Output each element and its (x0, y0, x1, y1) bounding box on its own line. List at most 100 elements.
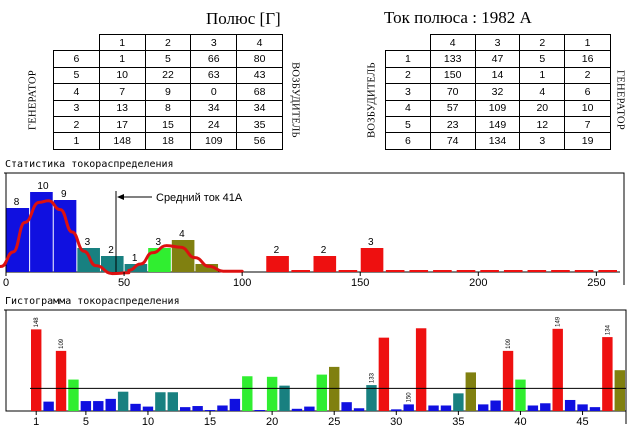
stats-distribution-curve (127, 244, 244, 273)
stats-bin-bar (360, 248, 384, 272)
stats-annotation-group: Средний ток 41А (115, 191, 243, 272)
left-panel-title: Полюс [Г] (206, 9, 281, 28)
left-table-cell: 109 (190, 132, 238, 150)
right-table-cell: 149 (474, 115, 521, 134)
hist-pole-bar (378, 337, 390, 411)
hist-pole-bar (155, 392, 166, 411)
hist-pole-bar (204, 410, 216, 411)
hist-value-label: 109 (506, 338, 512, 349)
stats-bin-bar (53, 200, 77, 272)
hist-x-tick-label: 35 (452, 416, 464, 426)
stats-x-tick-label: 200 (469, 277, 487, 289)
right-panel-table: 4 3 2 1 1 133 47 5 16 2 150 14 1 2 3 70 32 4 6 4 57 109 20 10 5 2… (385, 33, 611, 150)
hist-pole-bar (391, 409, 402, 411)
hist-pole-bar (316, 374, 327, 411)
mean-current-arrowhead (117, 194, 124, 200)
stats-labels-group: 8 10 9 3 2 1 3 4 2 2 3 (14, 181, 374, 264)
hist-frame (4, 309, 627, 424)
hist-pole-bar (55, 350, 67, 411)
stats-empty-bin-stub (409, 270, 429, 272)
stats-x-tick-label: 50 (118, 277, 130, 289)
hist-pole-bar (614, 370, 625, 411)
left-table-row: 4 7 9 0 68 (53, 83, 283, 101)
hist-x-tick-label: 15 (204, 416, 216, 426)
hist-pole-bar (428, 405, 439, 411)
stats-bin-label: 2 (321, 245, 327, 256)
stats-distribution-curve (0, 199, 131, 276)
stats-empty-bin-stub (456, 270, 476, 272)
stats-empty-bin-stub (551, 270, 570, 272)
stats-ticks-group: 0 50 100 150 200 250 (3, 272, 606, 289)
stats-curves-group (0, 199, 244, 276)
stats-empty-bin-stub (480, 270, 499, 272)
hist-pole-bar (304, 406, 315, 411)
right-table-cell: 134 (474, 132, 521, 150)
right-table-cell: 109 (474, 99, 521, 117)
hist-pole-bar (217, 405, 228, 411)
hist-pole-bar (329, 366, 340, 411)
hist-pole-bar (130, 403, 141, 411)
hist-pole-bar (266, 376, 278, 411)
stats-bin-label: 8 (14, 197, 20, 208)
stats-empty-bin-stub (433, 270, 452, 272)
hist-pole-bar (353, 408, 365, 411)
stats-bars-group (6, 192, 617, 272)
stats-x-tick-label: 150 (351, 277, 369, 289)
stats-bin-bar (313, 256, 337, 272)
hist-x-tick-label: 45 (576, 416, 588, 426)
stats-empty-bin-stub (291, 270, 310, 272)
right-table-cell: 2 (564, 66, 611, 85)
hist-pole-bar (602, 337, 613, 411)
hist-x-tick-label: 10 (142, 416, 154, 426)
stats-bin-bar (30, 192, 53, 272)
hist-pole-bar (93, 401, 104, 411)
hist-value-label: 134 (605, 324, 611, 335)
stats-empty-bin-stub (385, 270, 405, 272)
stats-x-tick-label: 250 (587, 277, 605, 289)
stats-bin-label: 9 (61, 189, 67, 200)
left-table-cell: 148 (98, 132, 146, 150)
left-table-row: 1 148 18 109 56 (53, 132, 283, 150)
hist-value-label: 150 (407, 392, 413, 403)
stats-bin-bar (266, 256, 289, 272)
hist-pole-bar (515, 379, 526, 411)
hist-pole-bar (68, 379, 79, 411)
hist-pole-bar (192, 406, 203, 411)
hist-pole-bar (341, 402, 352, 411)
hist-pole-bar (291, 408, 303, 411)
hist-pole-bar (453, 393, 464, 411)
hist-pole-bar (167, 392, 178, 411)
stats-bin-bar (195, 264, 219, 272)
hist-pole-bar (366, 385, 377, 411)
stats-section-title: Статистика токораспределения (5, 159, 174, 170)
hist-pole-bar (43, 401, 54, 411)
hist-pole-bar (403, 404, 414, 411)
left-table-row: 3 13 8 34 34 (53, 99, 283, 117)
left-table-cell: 34 (190, 99, 238, 117)
stats-x-tick-label: 0 (3, 277, 9, 289)
right-table-body: 4 3 2 1 1 133 47 5 16 2 150 14 1 2 3 70 32 4 6 4 57 109 20 10 5 2… (385, 33, 611, 150)
hist-x-tick-label: 30 (390, 416, 402, 426)
hist-pole-bar (465, 372, 476, 411)
stats-bin-label: 10 (37, 181, 49, 192)
left-table-body: 1 2 3 4 6 1 5 66 80 5 10 22 63 43 4 7 9 0 68 3 13 8 34 34 2 17 15 2… (53, 33, 283, 150)
hist-value-label: 133 (369, 372, 375, 383)
right-panel-title: Ток полюса : 1982 А (384, 8, 532, 27)
stats-empty-bin-stub (338, 270, 358, 272)
stats-frame (4, 172, 625, 285)
hist-pole-bar (142, 406, 154, 411)
hist-bars-group (31, 328, 625, 411)
hist-pole-bar (589, 407, 601, 411)
hist-pole-bar (502, 350, 514, 411)
right-table-cell: 19 (564, 132, 611, 150)
hist-x-tick-label: 40 (514, 416, 526, 426)
hist-baseline (5, 310, 626, 412)
mean-current-annotation: Средний ток 41А (156, 192, 243, 204)
hist-pole-bar (80, 401, 92, 411)
right-table-row: 3 70 32 4 6 (385, 83, 611, 101)
hist-pole-bar (490, 400, 501, 411)
stats-bin-label: 2 (108, 245, 114, 256)
stats-bin-label: 4 (179, 229, 185, 240)
